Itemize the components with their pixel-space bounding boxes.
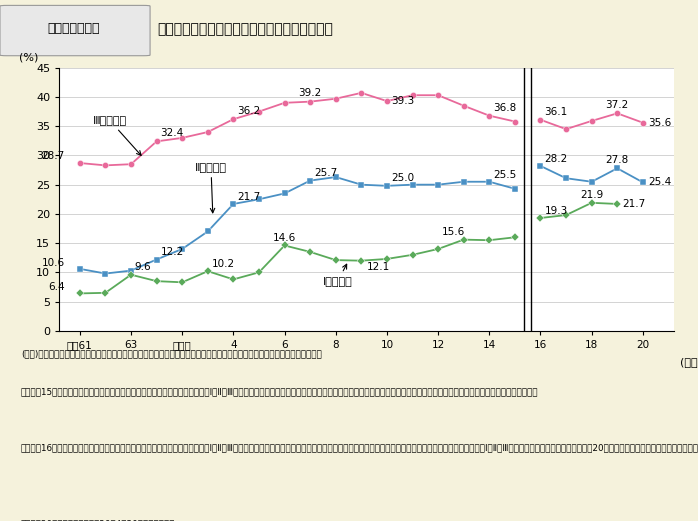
Text: 6.4: 6.4	[48, 282, 64, 292]
Text: ３．平成16年度以降（二重線の右側）における採用の割合は、国家公務員採用Ⅰ・Ⅱ・Ⅲ種試験に合格して採用された者（独立行政法人又は国会議員に採用された者を除く。）: ３．平成16年度以降（二重線の右側）における採用の割合は、国家公務員採用Ⅰ・Ⅱ・…	[21, 443, 698, 453]
Text: 21.7: 21.7	[237, 192, 260, 202]
Text: 9.6: 9.6	[135, 263, 151, 272]
Text: (採用年度): (採用年度)	[680, 357, 698, 367]
Text: 25.4: 25.4	[648, 177, 671, 188]
Text: 25.5: 25.5	[493, 170, 517, 180]
Text: 25.0: 25.0	[391, 173, 414, 183]
Text: 35.6: 35.6	[648, 118, 671, 128]
Text: 15.6: 15.6	[442, 227, 465, 237]
FancyBboxPatch shape	[0, 5, 150, 56]
Text: ２．平成15年度以前（二重線の左側）における採用の割合は、国家公務員採用Ⅰ・Ⅱ・Ⅲ種試験に合格して採用された者（独立行政法人に採用された者も含む。）のうち、防衛: ２．平成15年度以前（二重線の左側）における採用の割合は、国家公務員採用Ⅰ・Ⅱ・…	[21, 387, 539, 396]
Text: ４．平成20年度の採用割合は、20年4月30日現在の割合。: ４．平成20年度の採用割合は、20年4月30日現在の割合。	[21, 519, 175, 521]
Text: 39.2: 39.2	[299, 88, 322, 98]
Text: 12.1: 12.1	[366, 262, 389, 272]
Text: 28.2: 28.2	[544, 154, 567, 164]
Text: 36.1: 36.1	[544, 107, 567, 117]
Text: (備考)１．人事院資料、総務省・人事院「女性国家公務員の採用・登用の拡大状況等のフォローアップの実施結果」より作成。: (備考)１．人事院資料、総務省・人事院「女性国家公務員の採用・登用の拡大状況等の…	[21, 349, 322, 358]
Text: 19.3: 19.3	[544, 206, 567, 216]
Text: 28.7: 28.7	[41, 151, 64, 162]
Text: 21.7: 21.7	[623, 199, 646, 209]
Text: Ⅱ種試験等: Ⅱ種試験等	[195, 162, 227, 213]
Text: 14.6: 14.6	[273, 232, 296, 243]
Text: 36.2: 36.2	[237, 106, 260, 116]
Text: 10.2: 10.2	[211, 259, 235, 269]
Text: 21.9: 21.9	[580, 190, 603, 200]
Text: 36.8: 36.8	[493, 103, 517, 114]
Text: 第１－１－３図: 第１－１－３図	[47, 22, 100, 35]
Text: 39.3: 39.3	[391, 96, 414, 106]
Text: 国家公務員試験採用者に占める女性割合の推移: 国家公務員試験採用者に占める女性割合の推移	[157, 22, 333, 36]
Text: 25.7: 25.7	[314, 168, 337, 178]
Text: 12.2: 12.2	[161, 247, 184, 257]
Text: Ⅲ種試験等: Ⅲ種試験等	[93, 115, 141, 155]
Text: Ⅰ種試験等: Ⅰ種試験等	[323, 264, 352, 286]
Text: (%): (%)	[20, 53, 39, 63]
Text: 32.4: 32.4	[161, 129, 184, 139]
Text: 10.6: 10.6	[41, 258, 64, 268]
Text: 37.2: 37.2	[606, 100, 629, 110]
Text: 27.8: 27.8	[606, 155, 629, 165]
